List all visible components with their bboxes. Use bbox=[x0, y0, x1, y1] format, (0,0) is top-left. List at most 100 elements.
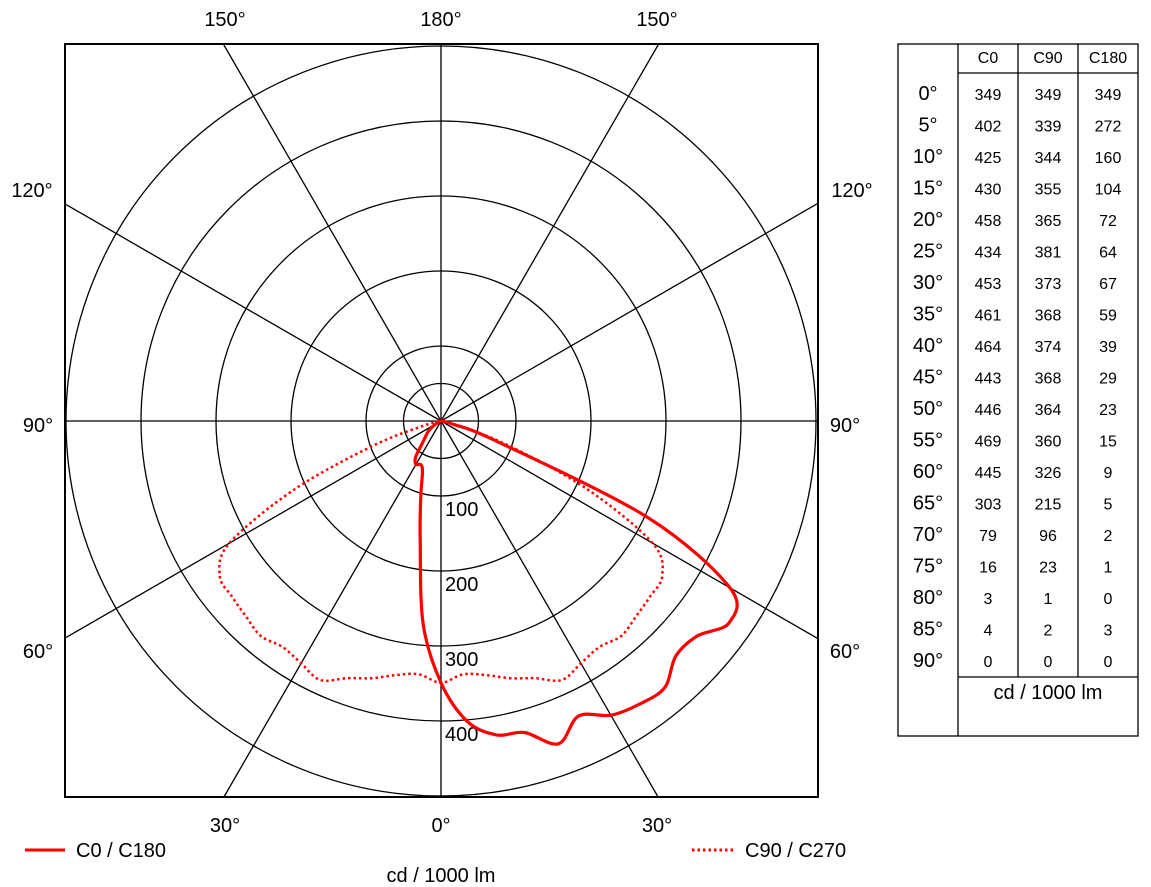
series-curve-c0-c180 bbox=[413, 419, 739, 746]
table-row-angle: 80° bbox=[913, 587, 943, 609]
table-row-angle: 30° bbox=[913, 272, 943, 294]
table-row-angle: 55° bbox=[913, 429, 943, 451]
angle-label-120-right: 120° bbox=[831, 180, 872, 202]
table-cell: 425 bbox=[975, 150, 1002, 167]
radial-tick-200: 200 bbox=[445, 574, 478, 596]
grid-spoke bbox=[440, 420, 659, 798]
plot-unit-label: cd / 1000 lm bbox=[387, 865, 496, 887]
grid-spoke bbox=[440, 202, 819, 422]
table-cell: 365 bbox=[1035, 213, 1062, 230]
table-header-c180: C180 bbox=[1089, 50, 1127, 67]
angle-label-0: 0° bbox=[431, 815, 450, 837]
table-cell: 160 bbox=[1095, 150, 1122, 167]
table-row-angle: 75° bbox=[913, 555, 943, 577]
angle-label-30-left: 30° bbox=[210, 815, 240, 837]
table-row-angle: 45° bbox=[913, 366, 943, 388]
table-cell: 344 bbox=[1035, 150, 1062, 167]
table-cell: 446 bbox=[975, 402, 1002, 419]
table-cell: 1 bbox=[1044, 591, 1053, 608]
legend-label-c90-c270: C90 / C270 bbox=[745, 840, 846, 862]
grid-spoke bbox=[440, 43, 660, 422]
table-cell: 2 bbox=[1044, 622, 1053, 639]
table-cell: 430 bbox=[975, 181, 1002, 198]
table-row-angle: 5° bbox=[918, 114, 937, 136]
legend-label-c0-c180: C0 / C180 bbox=[76, 840, 166, 862]
table-cell: 443 bbox=[975, 370, 1002, 387]
angle-label-150-left: 150° bbox=[204, 9, 245, 31]
table-cell: 4 bbox=[984, 622, 993, 639]
table-cell: 67 bbox=[1099, 276, 1117, 293]
table-cell: 368 bbox=[1035, 307, 1062, 324]
table-cell: 355 bbox=[1035, 181, 1062, 198]
table-cell: 2 bbox=[1104, 528, 1113, 545]
angle-label-90-right: 90° bbox=[830, 415, 860, 437]
table-cell: 364 bbox=[1035, 402, 1062, 419]
table-cell: 9 bbox=[1104, 465, 1113, 482]
table-cell: 339 bbox=[1035, 118, 1062, 135]
table-cell: 349 bbox=[1035, 87, 1062, 104]
table-row-angle: 40° bbox=[913, 335, 943, 357]
table-row-angle: 15° bbox=[913, 177, 943, 199]
table-row-angle: 65° bbox=[913, 492, 943, 514]
table-cell: 23 bbox=[1099, 402, 1117, 419]
angle-label-120-left: 120° bbox=[11, 180, 52, 202]
table-cell: 373 bbox=[1035, 276, 1062, 293]
angle-label-180: 180° bbox=[420, 9, 461, 31]
table-cell: 445 bbox=[975, 465, 1002, 482]
table-row-angle: 10° bbox=[913, 146, 943, 168]
table-row-angle: 70° bbox=[913, 524, 943, 546]
table-cell: 215 bbox=[1035, 496, 1062, 513]
table-cell: 29 bbox=[1099, 370, 1117, 387]
angle-label-150-right: 150° bbox=[636, 9, 677, 31]
table-header-c90: C90 bbox=[1033, 50, 1062, 67]
table-cell: 104 bbox=[1095, 181, 1122, 198]
table-cell: 96 bbox=[1039, 528, 1057, 545]
grid-spoke bbox=[64, 203, 442, 422]
table-cell: 0 bbox=[984, 654, 993, 671]
table-cell: 0 bbox=[1104, 591, 1113, 608]
table-cell: 469 bbox=[975, 433, 1002, 450]
table-cell: 349 bbox=[1095, 87, 1122, 104]
table-cell: 349 bbox=[975, 87, 1002, 104]
table-cell: 0 bbox=[1044, 654, 1053, 671]
table-row-angle: 50° bbox=[913, 398, 943, 420]
angle-label-30-right: 30° bbox=[642, 815, 672, 837]
table-cell: 1 bbox=[1104, 559, 1113, 576]
table-cell: 3 bbox=[984, 591, 993, 608]
table-cell: 79 bbox=[979, 528, 997, 545]
table-cell: 3 bbox=[1104, 622, 1113, 639]
table-cell: 16 bbox=[979, 559, 997, 576]
table-row-angle: 25° bbox=[913, 240, 943, 262]
table-cell: 0 bbox=[1104, 654, 1113, 671]
angle-label-90-left: 90° bbox=[23, 415, 53, 437]
radial-tick-300: 300 bbox=[445, 649, 478, 671]
table-cell: 374 bbox=[1035, 339, 1062, 356]
table-row-angle: 85° bbox=[913, 618, 943, 640]
table-row-angle: 0° bbox=[918, 83, 937, 105]
table-cell: 461 bbox=[975, 307, 1002, 324]
table-cell: 303 bbox=[975, 496, 1002, 513]
table-cell: 5 bbox=[1104, 496, 1113, 513]
table-cell: 402 bbox=[975, 118, 1002, 135]
table-cell: 434 bbox=[975, 244, 1002, 261]
table-cell: 72 bbox=[1099, 213, 1117, 230]
table-row-angle: 90° bbox=[913, 650, 943, 672]
radial-tick-100: 100 bbox=[445, 499, 478, 521]
table-cell: 368 bbox=[1035, 370, 1062, 387]
table-cell: 453 bbox=[975, 276, 1002, 293]
grid-spoke bbox=[223, 420, 442, 798]
table-row-angle: 60° bbox=[913, 461, 943, 483]
table-cell: 23 bbox=[1039, 559, 1057, 576]
grid-spoke bbox=[64, 420, 442, 639]
table-header-c0: C0 bbox=[978, 50, 999, 67]
table-cell: 360 bbox=[1035, 433, 1062, 450]
table-cell: 464 bbox=[975, 339, 1002, 356]
table-unit-label: cd / 1000 lm bbox=[994, 682, 1103, 704]
grid-spoke bbox=[222, 43, 442, 422]
table-cell: 59 bbox=[1099, 307, 1117, 324]
radial-tick-400: 400 bbox=[445, 724, 478, 746]
table-cell: 272 bbox=[1095, 118, 1122, 135]
table-cell: 64 bbox=[1099, 244, 1117, 261]
angle-label-60-left: 60° bbox=[23, 641, 53, 663]
